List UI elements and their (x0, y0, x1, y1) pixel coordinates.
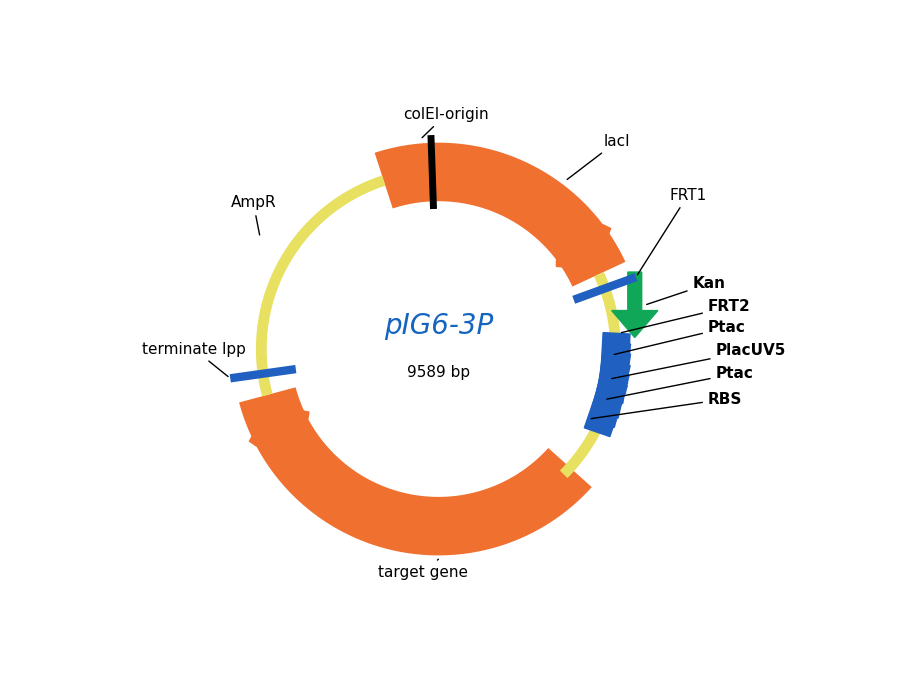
Polygon shape (592, 359, 630, 418)
Polygon shape (596, 350, 630, 404)
Text: FRT2: FRT2 (621, 300, 750, 333)
Text: terminate lpp: terminate lpp (142, 341, 246, 377)
Text: target gene: target gene (378, 559, 468, 580)
Polygon shape (557, 225, 611, 269)
Polygon shape (612, 272, 658, 338)
Polygon shape (239, 387, 592, 555)
Text: lacI: lacI (567, 133, 630, 179)
Polygon shape (250, 404, 309, 446)
Polygon shape (588, 368, 629, 427)
Polygon shape (560, 272, 621, 478)
Polygon shape (256, 176, 385, 396)
Text: PlacUV5: PlacUV5 (612, 343, 786, 379)
Polygon shape (374, 142, 625, 286)
Text: pIG6-3P: pIG6-3P (383, 312, 493, 340)
Text: AmpR: AmpR (231, 195, 276, 235)
Text: RBS: RBS (591, 391, 742, 418)
Text: colEI-origin: colEI-origin (403, 107, 489, 138)
Text: Ptac: Ptac (607, 366, 753, 399)
Polygon shape (601, 333, 630, 384)
Text: 9589 bp: 9589 bp (407, 365, 470, 379)
Text: FRT1: FRT1 (638, 188, 706, 275)
Text: Kan: Kan (647, 276, 725, 304)
Polygon shape (599, 341, 630, 394)
Polygon shape (584, 377, 628, 436)
Text: Ptac: Ptac (614, 320, 746, 354)
